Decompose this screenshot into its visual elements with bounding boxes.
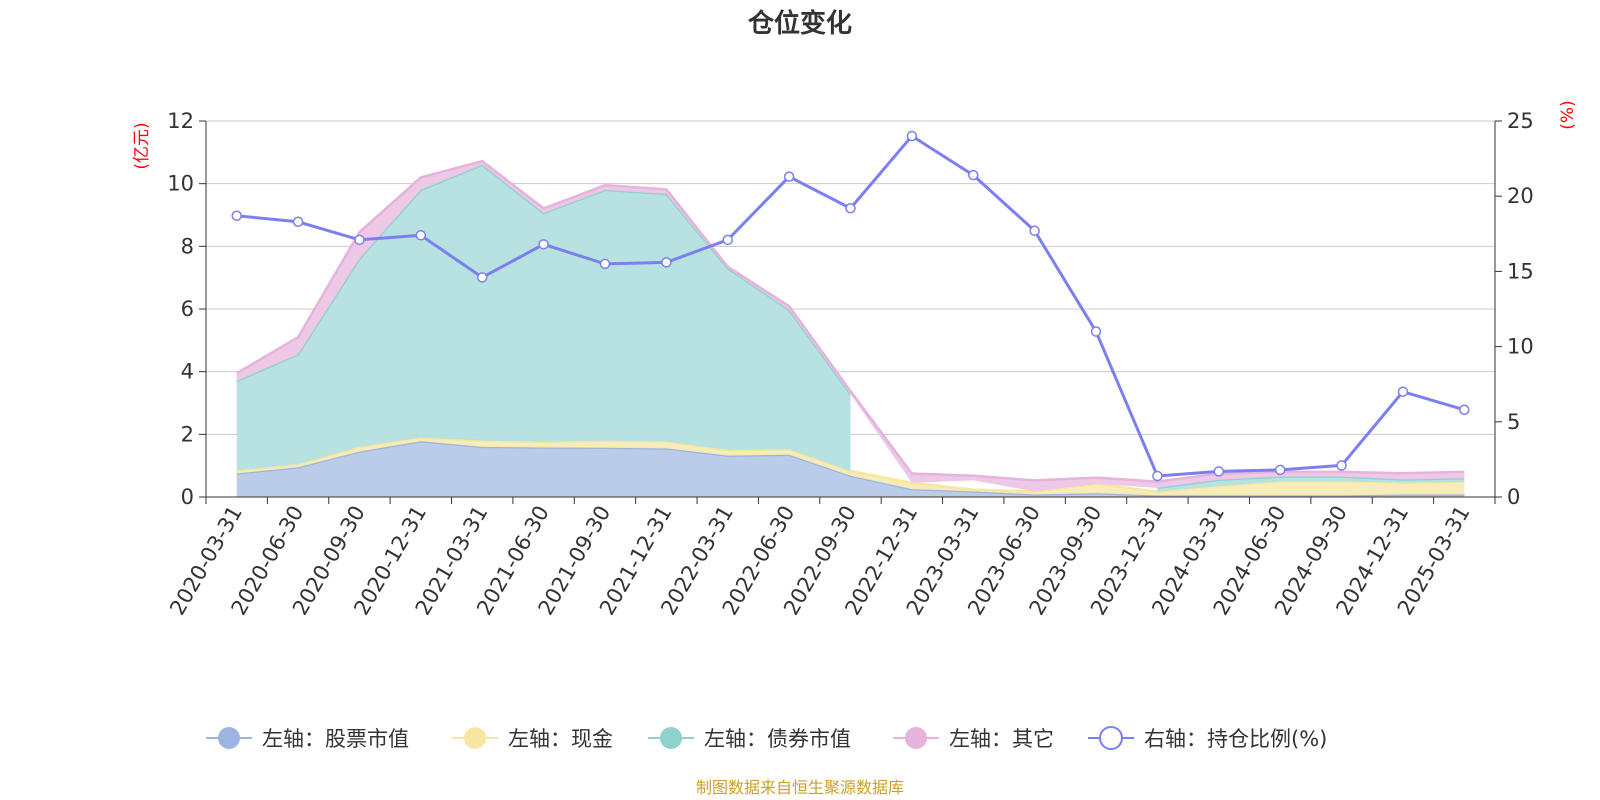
left-axis-tick-label: 8	[181, 234, 194, 258]
area-3	[1157, 476, 1465, 492]
legend-marker-3[interactable]	[660, 727, 682, 749]
right-axis-tick-label: 15	[1507, 259, 1534, 283]
ratio-point	[783, 171, 795, 182]
ratio-point	[1336, 460, 1347, 471]
stacked-areas	[236, 159, 1465, 497]
right-axis-unit-label: (%)	[1558, 100, 1578, 129]
ratio-point	[292, 216, 304, 228]
ratio-point	[1029, 225, 1040, 237]
ratio-point	[1459, 404, 1470, 416]
area-1	[236, 441, 1465, 497]
ratio-point	[661, 257, 672, 268]
ratio-point	[476, 272, 488, 283]
ratio-point	[231, 210, 242, 222]
right-axis-tick-label: 10	[1507, 335, 1534, 359]
ratio-point	[1152, 470, 1163, 482]
ratio-point	[845, 202, 856, 214]
chart-title: 仓位变化	[747, 8, 852, 39]
legend-marker-5[interactable]	[1099, 726, 1123, 750]
position-ratio-line	[231, 130, 1470, 482]
left-axis-tick-label: 10	[167, 172, 194, 196]
legend: 左轴：股票市值 左轴：现金 左轴：债券市值 左轴：其它 右轴：持仓比例(%)	[206, 726, 1327, 751]
ratio-point	[1274, 464, 1286, 476]
left-axis-tick-label: 4	[181, 360, 194, 384]
legend-marker-4[interactable]	[905, 727, 927, 749]
ratio-point	[1397, 386, 1409, 397]
ratio-point	[599, 258, 611, 270]
left-axis-tick-label: 2	[181, 422, 194, 446]
legend-label-4[interactable]: 左轴：其它	[949, 727, 1054, 751]
data-source-note: 制图数据来自恒生聚源数据库	[696, 778, 904, 797]
legend-label-3[interactable]: 左轴：债券市值	[704, 727, 851, 751]
ratio-point	[906, 130, 918, 142]
legend-marker-2[interactable]	[464, 727, 486, 749]
ratio-point	[1213, 466, 1225, 477]
right-axis-tick-label: 25	[1507, 109, 1534, 133]
left-axis-tick-label: 0	[181, 485, 194, 509]
right-axis-tick-label: 20	[1507, 184, 1534, 208]
left-axis-tick-label: 12	[167, 109, 194, 133]
area-2	[236, 437, 1465, 496]
legend-marker-1[interactable]	[218, 727, 240, 749]
ratio-point	[538, 239, 549, 250]
ratio-point	[415, 230, 427, 241]
legend-label-1[interactable]: 左轴：股票市值	[262, 727, 409, 751]
legend-label-2[interactable]: 左轴：现金	[508, 727, 613, 751]
area-edge-4	[236, 159, 1465, 483]
area-3	[236, 164, 851, 471]
right-axis-tick-label: 0	[1507, 485, 1520, 509]
ratio-point	[722, 234, 733, 246]
left-axis-unit-label: (亿元)	[132, 122, 152, 169]
ratio-point	[968, 169, 979, 181]
ratio-point	[1090, 326, 1102, 337]
ratio-point	[354, 234, 365, 246]
right-axis-tick-label: 5	[1507, 410, 1520, 434]
legend-label-5[interactable]: 右轴：持仓比例(%)	[1144, 727, 1327, 751]
left-axis-tick-label: 6	[181, 297, 194, 321]
